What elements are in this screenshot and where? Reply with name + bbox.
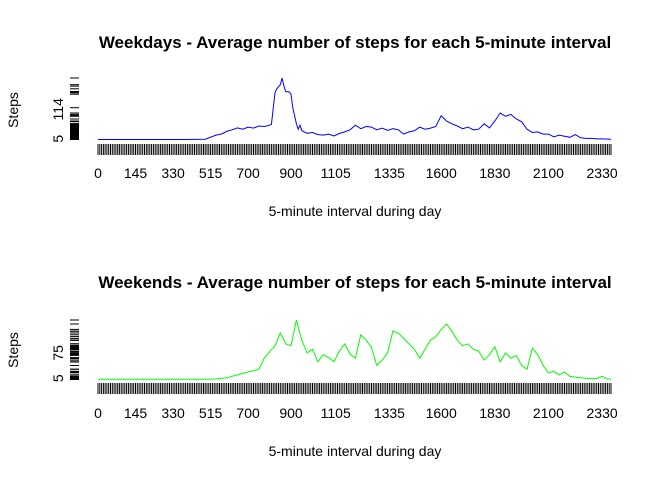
panel-weekdays: Weekdays - Average number of steps for e…: [5, 33, 618, 219]
x-tick-label: 700: [236, 165, 260, 181]
x-tick-label: 700: [236, 405, 260, 421]
x-rug: [97, 383, 612, 394]
x-tick-label: 145: [124, 165, 148, 181]
x-tick-labels: 0 145 330 515 700 900 1105 1335 1600 1830 2100 2330: [94, 165, 618, 181]
x-tick-label: 2330: [587, 165, 618, 181]
panel-weekends: Weekends - Average number of steps for e…: [5, 273, 618, 459]
y-tick-label: 5: [50, 374, 66, 382]
x-tick-label: 515: [199, 165, 223, 181]
x-tick-label: 0: [94, 165, 102, 181]
y-rug: [70, 77, 79, 140]
x-tick-label: 2100: [533, 165, 564, 181]
x-tick-label: 1105: [321, 405, 351, 421]
chart-title: Weekdays - Average number of steps for e…: [99, 33, 611, 52]
x-axis-label: 5-minute interval during day: [269, 203, 442, 219]
x-tick-label: 1335: [374, 165, 405, 181]
y-rug: [70, 319, 79, 380]
x-tick-label: 0: [94, 405, 102, 421]
y-tick-labels: 5 114: [50, 98, 66, 143]
x-tick-label: 1335: [374, 405, 405, 421]
y-tick-label: 5: [50, 135, 66, 143]
x-tick-label: 1600: [426, 405, 457, 421]
x-tick-label: 515: [199, 405, 223, 421]
x-tick-labels: 0 145 330 515 700 900 1105 1335 1600 1830 2100 2330: [94, 405, 618, 421]
series-line: [98, 319, 612, 380]
y-tick-labels: 5 75: [50, 345, 66, 382]
x-tick-label: 1830: [479, 405, 510, 421]
x-tick-label: 2100: [533, 405, 564, 421]
x-tick-label: 330: [161, 405, 185, 421]
x-tick-label: 1600: [426, 165, 457, 181]
x-tick-label: 2330: [587, 405, 618, 421]
chart-title: Weekends - Average number of steps for e…: [98, 273, 611, 292]
y-axis-label: Steps: [5, 332, 21, 368]
series-line: [98, 77, 612, 140]
y-axis-label: Steps: [5, 92, 21, 128]
x-tick-label: 900: [279, 165, 303, 181]
x-tick-label: 1105: [321, 165, 351, 181]
x-axis-label: 5-minute interval during day: [269, 443, 442, 459]
x-tick-label: 1830: [479, 165, 510, 181]
y-tick-label: 75: [50, 345, 66, 361]
x-rug: [97, 144, 612, 155]
x-tick-label: 900: [279, 405, 303, 421]
y-tick-label: 114: [50, 98, 66, 121]
x-tick-label: 330: [161, 165, 185, 181]
x-tick-label: 145: [124, 405, 148, 421]
